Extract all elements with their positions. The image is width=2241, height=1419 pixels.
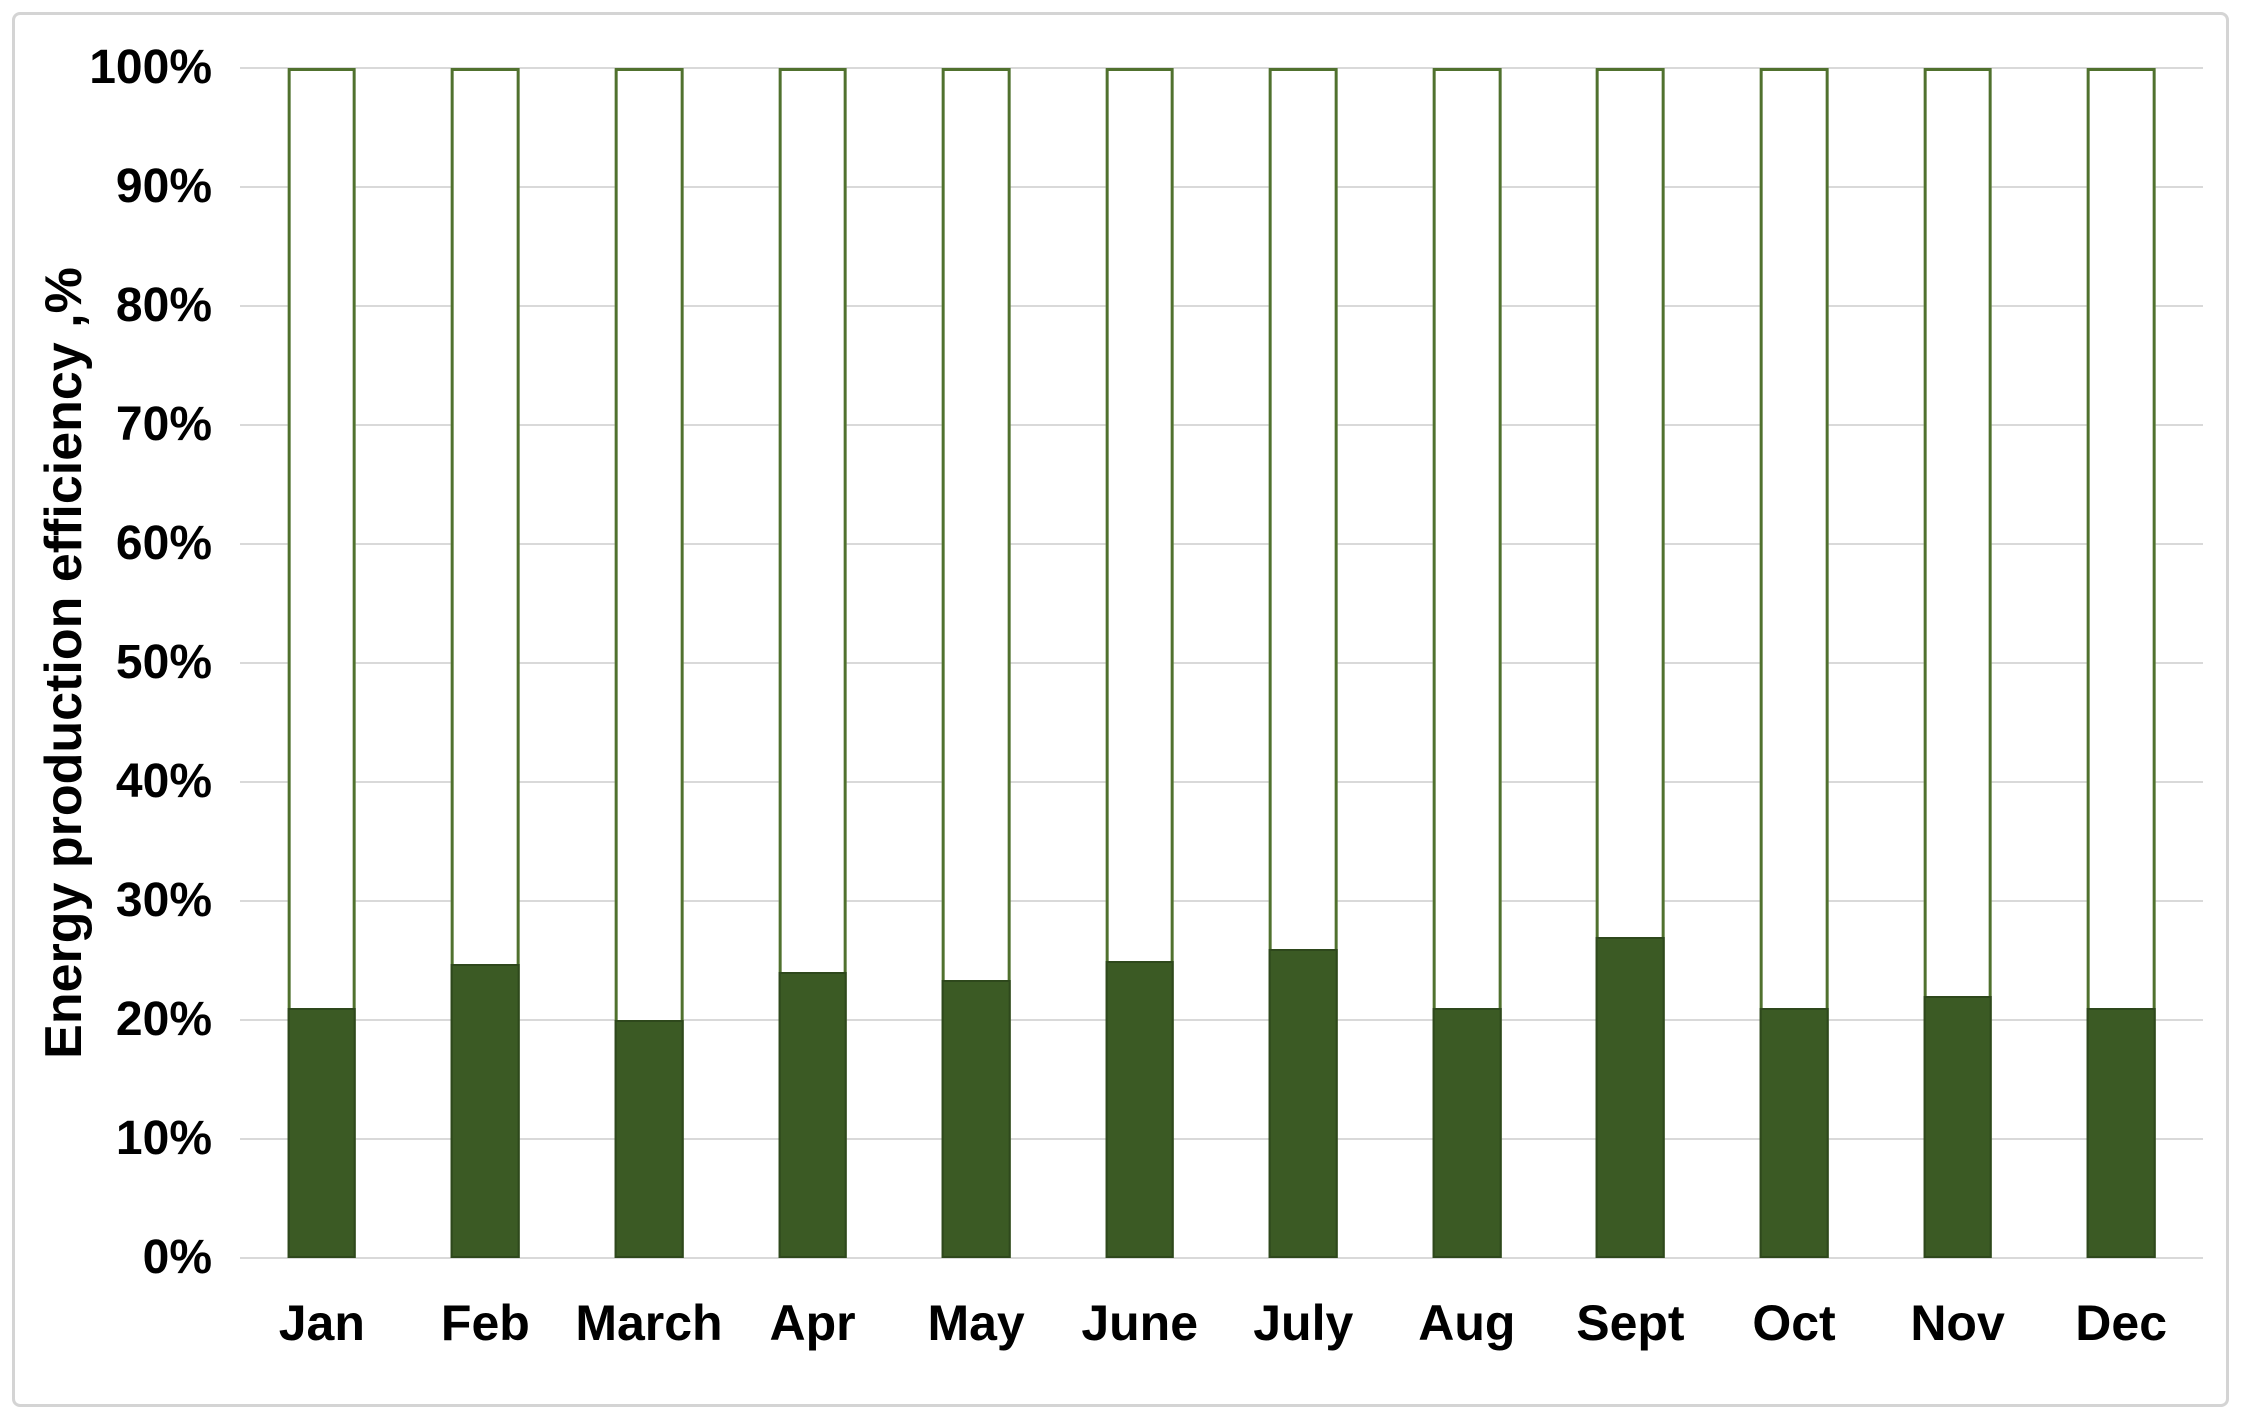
efficiency-bar-march — [614, 1020, 684, 1258]
category-july — [1221, 68, 1385, 1258]
category-feb — [404, 68, 568, 1258]
gridline-30 — [240, 900, 2203, 902]
x-label-feb: Feb — [440, 1295, 530, 1351]
y-tick-label-90: 90% — [115, 160, 212, 213]
y-tick-label-70: 70% — [115, 398, 212, 451]
x-label-jan: Jan — [278, 1295, 365, 1351]
category-nov — [1876, 68, 2040, 1258]
gridline-0 — [240, 1257, 2203, 1259]
efficiency-bar-feb — [451, 964, 520, 1258]
plot-area — [240, 67, 2203, 1259]
y-tick-label-80: 80% — [115, 279, 212, 332]
x-label-may: May — [927, 1295, 1025, 1351]
y-axis-ticks: 0% 10% 20% 30% 40% 50% 60% 70% 80% 90% 100% — [0, 41, 226, 1284]
efficiency-bar-oct — [1759, 1008, 1829, 1258]
category-jan — [240, 68, 404, 1258]
efficiency-bar-july — [1268, 948, 1338, 1258]
x-label-aug: Aug — [1418, 1295, 1516, 1351]
gridline-10 — [240, 1138, 2203, 1140]
efficiency-bar-june — [1105, 960, 1175, 1258]
gridline-90 — [240, 186, 2203, 188]
efficiency-bar-sept — [1596, 936, 1665, 1258]
y-tick-label-0: 0% — [142, 1231, 212, 1284]
efficiency-bar-may — [941, 979, 1011, 1258]
gridline-60 — [240, 543, 2203, 545]
x-label-oct: Oct — [1752, 1295, 1836, 1351]
efficiency-bar-jan — [287, 1008, 357, 1258]
category-march — [567, 68, 731, 1258]
gridline-70 — [240, 424, 2203, 426]
y-tick-label-30: 30% — [115, 874, 212, 927]
gridline-80 — [240, 305, 2203, 307]
category-apr — [731, 68, 895, 1258]
x-label-june: June — [1081, 1295, 1199, 1351]
gridline-20 — [240, 1019, 2203, 1021]
efficiency-bar-aug — [1432, 1008, 1502, 1258]
gridline-100 — [240, 67, 2203, 69]
category-aug — [1385, 68, 1549, 1258]
y-tick-label-20: 20% — [115, 993, 212, 1046]
x-label-nov: Nov — [1910, 1295, 2005, 1351]
y-tick-label-40: 40% — [115, 755, 212, 808]
category-oct — [1712, 68, 1876, 1258]
y-tick-label-50: 50% — [115, 636, 212, 689]
y-tick-label-10: 10% — [115, 1112, 212, 1165]
category-june — [1058, 68, 1222, 1258]
y-tick-label-100: 100% — [89, 41, 212, 94]
gridlines-layer — [240, 67, 2203, 1259]
efficiency-bar-nov — [1923, 996, 1992, 1258]
category-dec — [2039, 68, 2203, 1258]
x-label-march: March — [575, 1295, 723, 1351]
x-label-apr: Apr — [769, 1295, 856, 1351]
categories — [240, 68, 2203, 1258]
efficiency-bar-apr — [778, 972, 847, 1258]
efficiency-bar-dec — [2086, 1008, 2156, 1258]
x-label-dec: Dec — [2075, 1295, 2168, 1351]
x-label-sept: Sept — [1576, 1295, 1685, 1351]
x-label-july: July — [1253, 1295, 1354, 1351]
y-tick-label-60: 60% — [115, 517, 212, 570]
category-may — [894, 68, 1058, 1258]
category-sept — [1549, 68, 1713, 1258]
gridline-50 — [240, 662, 2203, 664]
gridline-40 — [240, 781, 2203, 783]
x-axis-labels: Jan Feb March Apr May June July Aug Sept Oct Nov De… — [240, 1283, 2203, 1363]
